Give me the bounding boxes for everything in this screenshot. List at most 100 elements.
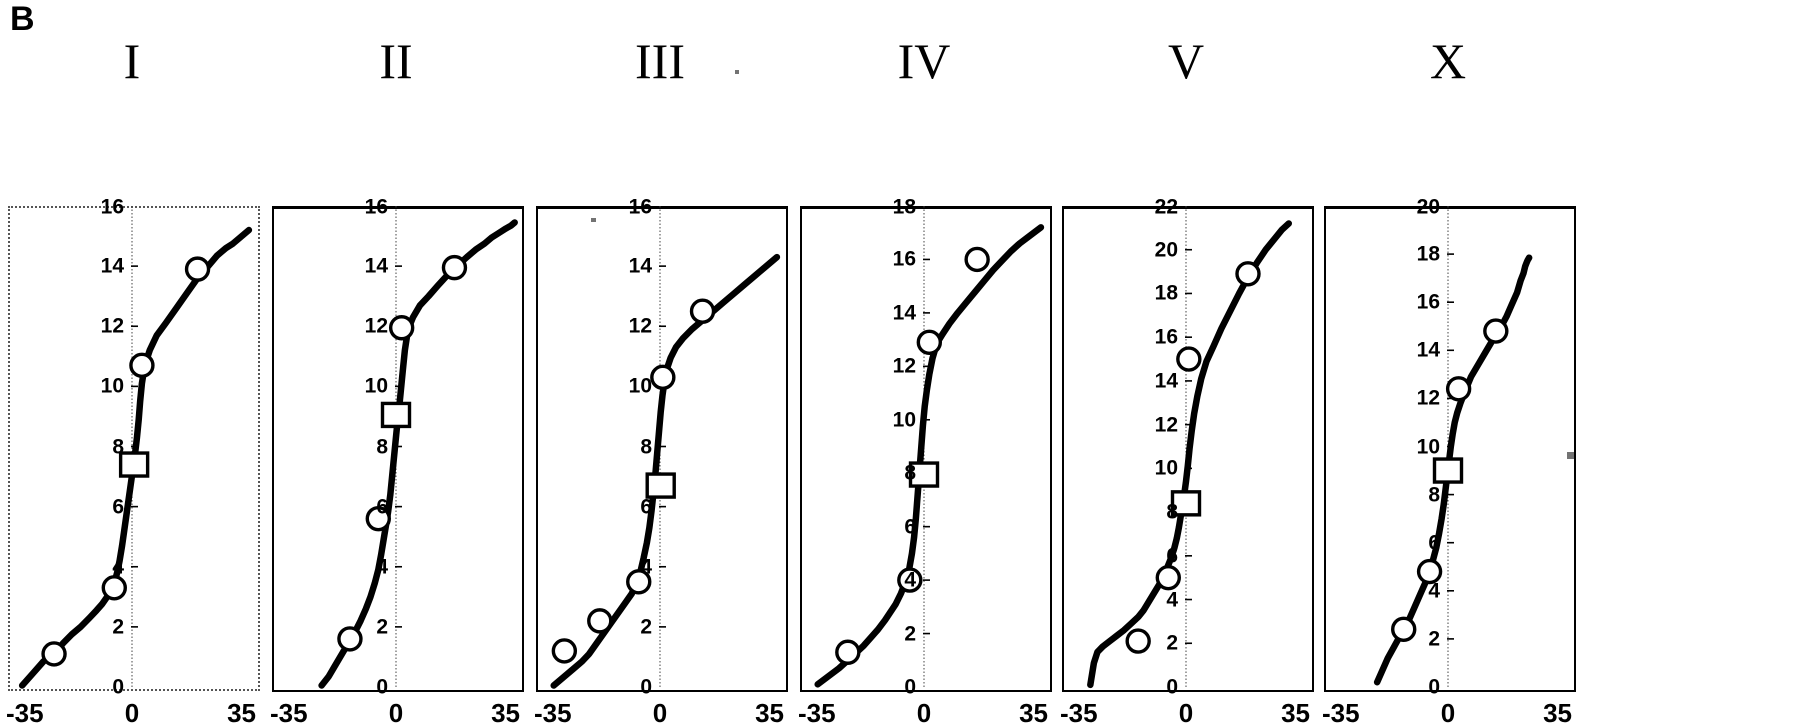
y-axis-tick-label: 4 — [1166, 588, 1178, 612]
plot-canvas — [1087, 206, 1292, 689]
plot-title-i: I — [123, 33, 141, 89]
circle-marker — [1125, 628, 1151, 654]
y-axis-tick-label: 16 — [892, 247, 916, 271]
square-marker — [380, 401, 412, 429]
y-axis-tick-label: 12 — [364, 314, 388, 338]
circle-marker — [626, 569, 652, 595]
y-axis-tick-label: 18 — [1416, 242, 1440, 266]
y-axis-tick-label: 10 — [364, 374, 388, 398]
plot-panel-ii: II 0 2 4 6 8 10 12 14 16 -35 0 35 — [270, 0, 524, 728]
y-axis-tick-label: 6 — [640, 495, 652, 519]
y-axis-tick-label: 12 — [1154, 413, 1178, 437]
y-axis-tick-label: 2 — [112, 615, 124, 639]
y-axis-tick-label: 16 — [1416, 290, 1440, 314]
square-marker — [645, 472, 676, 499]
circle-marker — [1235, 261, 1261, 287]
circle-marker — [184, 256, 211, 282]
y-axis-tick-label: 20 — [1154, 238, 1178, 262]
y-axis-tick-label: 4 — [1428, 579, 1440, 603]
plot-canvas — [18, 206, 253, 689]
x-axis-tick-label: 0 — [1178, 698, 1194, 728]
square-marker — [118, 451, 150, 478]
y-axis-tick-label: 4 — [640, 555, 652, 579]
y-axis-tick-label: 0 — [904, 675, 916, 699]
y-axis-tick-label: 12 — [628, 314, 652, 338]
x-axis-tick-label: 35 — [755, 698, 784, 728]
plot-panel-iii: III 0 2 4 6 8 10 12 14 16 -35 0 35 — [534, 0, 788, 728]
y-axis-tick-label: 14 — [892, 301, 916, 325]
plot-canvas — [814, 206, 1045, 688]
y-axis-tick-label: 14 — [1154, 369, 1178, 393]
x-axis-tick-label: 0 — [1440, 698, 1456, 728]
x-axis-tick-label: 35 — [1019, 698, 1048, 728]
circle-marker — [388, 315, 415, 341]
scan-artifact-speck — [735, 70, 739, 74]
plot-frame — [1324, 206, 1576, 692]
circle-marker — [650, 364, 676, 391]
y-axis-tick-label: 20 — [1416, 195, 1440, 219]
y-axis-tick-label: 6 — [904, 515, 916, 539]
y-axis-tick-label: 2 — [1166, 631, 1178, 655]
square-marker — [1170, 490, 1202, 517]
x-axis-tick-label: -35 — [798, 698, 836, 728]
y-axis-tick-label: 8 — [640, 435, 652, 458]
y-axis-tick-label: 10 — [1154, 456, 1178, 480]
circle-marker — [1155, 564, 1181, 591]
circle-marker — [1391, 616, 1417, 642]
y-axis-tick-label: 8 — [1166, 500, 1178, 524]
plot-panel-v: V 0 2 4 6 8 10 12 14 16 18 20 22 -35 0 35 — [1060, 0, 1314, 728]
y-axis-tick-label: 8 — [904, 461, 916, 485]
circle-marker — [689, 298, 716, 324]
plot-frame — [8, 206, 260, 691]
y-axis-tick-label: 16 — [364, 195, 388, 219]
plot-canvas — [1373, 206, 1533, 687]
data-curve — [318, 219, 518, 689]
y-axis-tick-label: 4 — [376, 555, 388, 579]
y-axis-tick-label: 6 — [376, 495, 388, 519]
data-curve — [1373, 254, 1533, 686]
y-axis-tick-label: 14 — [100, 254, 124, 278]
y-axis-tick-label: 14 — [628, 254, 652, 278]
x-axis-tick-label: -35 — [534, 698, 572, 728]
circle-marker — [587, 608, 613, 634]
circle-marker — [551, 638, 578, 664]
x-axis-tick-label: 35 — [1543, 698, 1572, 728]
circle-marker — [964, 246, 990, 273]
plot-frame — [1062, 206, 1314, 692]
square-marker — [908, 461, 940, 488]
x-axis-tick-label: -35 — [270, 698, 308, 728]
y-axis-tick-label: 4 — [904, 568, 916, 592]
plot-title-iii: III — [635, 33, 685, 89]
circle-marker — [337, 626, 363, 652]
circle-marker — [1176, 346, 1202, 372]
y-axis-tick-label: 6 — [1428, 531, 1440, 555]
x-axis-tick-label: 35 — [491, 698, 520, 728]
y-axis-tick-label: 14 — [364, 254, 388, 278]
plot-frame — [272, 206, 524, 692]
y-axis-tick-label: 4 — [112, 555, 124, 579]
circle-marker — [101, 575, 127, 601]
plot-canvas — [550, 206, 781, 689]
circle-marker — [129, 352, 155, 379]
x-axis-tick-label: 0 — [916, 698, 932, 728]
y-axis-tick-label: 2 — [1428, 627, 1440, 651]
x-axis-tick-label: 0 — [652, 698, 668, 728]
y-axis-tick-label: 10 — [628, 374, 652, 398]
plot-panel-iv: IV 0 2 4 6 8 10 12 14 16 18 -35 0 35 — [798, 0, 1052, 728]
plot-panel-i: I 0 2 4 6 8 10 12 14 16 -35 0 35 — [6, 0, 260, 728]
plot-frame — [536, 206, 788, 692]
plot-panel-x: X 0 2 4 6 8 10 12 14 16 18 20 -35 0 35 — [1322, 0, 1576, 728]
y-axis-tick-label: 10 — [100, 374, 124, 398]
x-axis-tick-label: 0 — [388, 698, 404, 728]
plot-title-ii: II — [379, 33, 413, 89]
y-axis-tick-label: 16 — [1154, 325, 1178, 349]
x-axis-tick-label: 0 — [124, 698, 140, 728]
circle-marker — [835, 639, 861, 665]
plot-canvas — [318, 206, 518, 689]
y-axis-tick-label: 16 — [100, 195, 124, 219]
y-axis-tick-label: 6 — [1166, 544, 1178, 568]
y-axis-tick-label: 2 — [640, 615, 652, 639]
y-axis-tick-label: 14 — [1416, 338, 1440, 362]
x-axis-tick-label: -35 — [6, 698, 44, 728]
